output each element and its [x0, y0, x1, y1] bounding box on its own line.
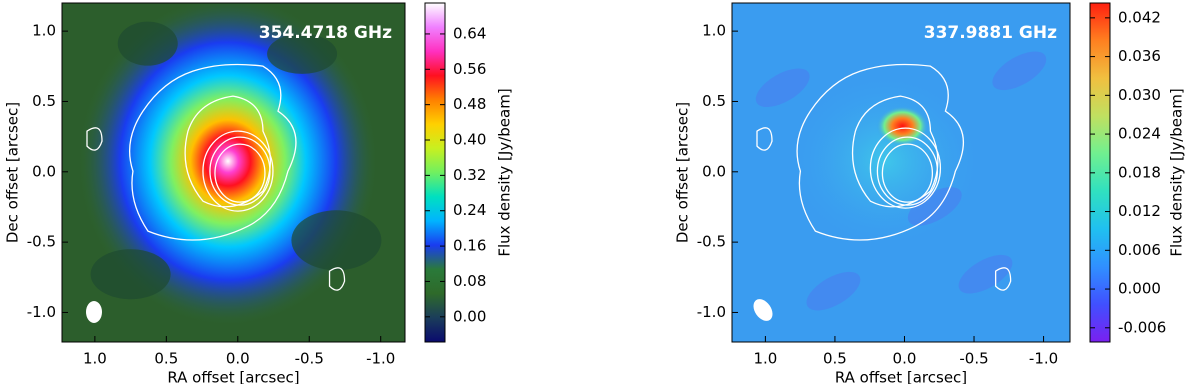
halo — [785, 71, 986, 252]
y-tick-label: -1.0 — [697, 303, 726, 321]
contour — [214, 143, 266, 203]
colorbar-tick-label: 0.16 — [453, 237, 486, 255]
x-axis-label: RA offset [arcsec] — [835, 369, 967, 384]
y-tick-label: 1.0 — [32, 22, 56, 40]
y-tick-label: -0.5 — [697, 233, 726, 251]
contour — [128, 63, 297, 241]
colorbar-tick-label: 0.006 — [1118, 241, 1161, 259]
y-tick-label: -0.5 — [27, 233, 56, 251]
y-tick-label: 0.5 — [32, 92, 56, 110]
contour — [994, 267, 1012, 291]
annotation: 354.4718 GHz — [259, 23, 392, 43]
patch — [90, 249, 171, 300]
contour — [869, 127, 942, 209]
x-tick-label: -0.5 — [295, 350, 324, 368]
x-tick-label: 0.5 — [823, 350, 847, 368]
colorbar-tick-label: 0.32 — [453, 166, 486, 184]
colorbar-tick-label: 0.24 — [453, 201, 486, 219]
ripple — [755, 68, 810, 108]
peak — [876, 106, 929, 147]
plot-frame — [61, 2, 406, 343]
colorbar-tick-label: -0.006 — [1118, 318, 1166, 336]
patch — [291, 210, 382, 271]
x-tick-label: -0.5 — [959, 350, 988, 368]
contour — [881, 143, 934, 203]
x-tick-label: 1.0 — [753, 350, 777, 368]
y-tick-label: 0.5 — [702, 92, 726, 110]
image — [62, 3, 405, 342]
y-tick-label: 0.0 — [702, 162, 726, 180]
y-tick-label: 0.0 — [32, 162, 56, 180]
y-tick-label: -1.0 — [27, 303, 56, 321]
colorbar-label: Flux density [Jy/beam] — [1168, 88, 1186, 256]
plot-frame — [731, 2, 1071, 343]
contour — [756, 127, 773, 151]
patch — [267, 33, 338, 74]
colorbar-tick-label: 0.08 — [453, 272, 486, 290]
colorbar-tick-label: 0.48 — [453, 95, 486, 113]
beam — [753, 299, 773, 321]
colorbar-tick-label: 0.40 — [453, 131, 486, 149]
x-tick-label: 1.0 — [83, 350, 107, 368]
y-axis-label: Dec offset [arcsec] — [4, 102, 22, 243]
ripple — [806, 271, 861, 311]
colorbar-tick-label: 0.012 — [1118, 202, 1161, 220]
contour — [328, 267, 346, 291]
ripple — [958, 254, 1013, 294]
patch — [117, 21, 178, 66]
ripple — [907, 187, 962, 226]
contour — [876, 136, 939, 206]
colorbar-tick-label: 0.030 — [1118, 86, 1161, 104]
beam — [86, 301, 102, 323]
colorbar-label: Flux density [Jy/beam] — [496, 88, 514, 256]
colorbar-tick-label: 0.018 — [1118, 163, 1161, 181]
y-axis-label: Dec offset [arcsec] — [674, 102, 692, 243]
colorbar-tick-label: 0.000 — [1118, 280, 1161, 298]
contour — [209, 136, 271, 206]
x-axis-label: RA offset [arcsec] — [167, 369, 299, 384]
colorbar — [424, 2, 446, 343]
colorbar-tick-label: 0.56 — [453, 60, 486, 78]
x-tick-label: -1.0 — [366, 350, 395, 368]
ripple — [992, 51, 1047, 91]
y-tick-label: 1.0 — [702, 22, 726, 40]
x-tick-label: 0.0 — [893, 350, 917, 368]
x-tick-label: 0.5 — [154, 350, 178, 368]
image — [732, 3, 1070, 342]
colorbar-tick-label: 0.64 — [453, 24, 486, 42]
x-tick-label: -1.0 — [1029, 350, 1058, 368]
contour — [796, 63, 964, 241]
colorbar-tick-label: 0.024 — [1118, 125, 1161, 143]
contour — [86, 127, 103, 151]
colorbar-tick-label: 0.042 — [1118, 8, 1161, 26]
colorbar-tick-label: 0.00 — [453, 307, 486, 325]
contour — [202, 130, 274, 212]
annotation: 337.9881 GHz — [924, 23, 1057, 43]
colorbar-tick-label: 0.036 — [1118, 47, 1161, 65]
x-tick-label: 0.0 — [226, 350, 250, 368]
